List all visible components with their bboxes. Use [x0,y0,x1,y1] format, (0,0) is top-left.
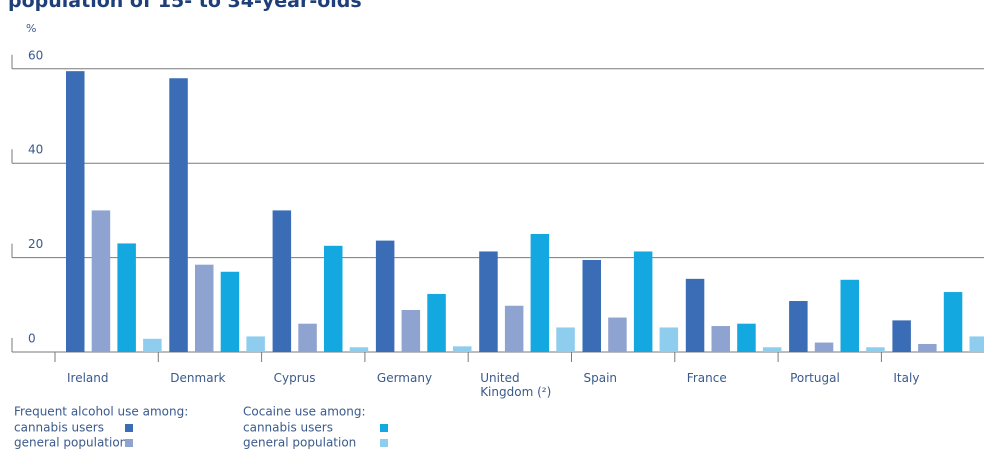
bar [246,336,265,352]
x-tick-label: United Kingdom (²) [480,371,552,399]
bar [479,251,498,352]
bar [789,301,808,352]
bar [324,245,343,352]
bar [91,210,111,352]
y-unit: % [26,22,36,35]
y-tick-label: 0 [28,332,36,346]
bar [814,342,834,352]
x-tick-label: Germany [376,371,433,385]
legend-swatch [380,439,388,447]
legend-swatch [125,439,133,447]
bar [582,259,601,352]
bar [556,327,575,352]
bar [272,210,292,352]
bar [195,264,214,352]
bar [633,251,653,352]
bar [117,243,136,352]
legend-swatch [125,424,133,432]
bar [711,326,730,352]
chart-title: population of 15- to 34-year-olds [8,0,362,12]
bar [762,347,782,352]
x-tick-label: Italy [893,371,920,385]
bar [685,278,705,352]
bar [918,343,937,352]
bar [659,327,679,352]
bar [427,293,446,352]
x-tick-label: France [686,371,727,385]
bar [892,320,911,352]
x-tick-label: Cyprus [273,371,316,385]
legend-label: general population [14,436,127,450]
y-tick-label: 60 [28,48,43,62]
y-tick-label: 40 [28,143,43,157]
legend-label: cannabis users [14,421,104,435]
bar [401,309,421,352]
bar [298,323,317,352]
x-tick-label: Portugal [790,371,840,385]
bar [943,292,963,352]
legend-label: general population [243,436,356,450]
x-tick-label: Spain [583,371,618,385]
bar [969,336,984,352]
bar [220,271,240,352]
bar [608,317,627,352]
bar [453,346,472,352]
x-tick-label: Denmark [170,371,226,385]
bar [504,305,524,352]
bar [66,71,85,352]
bar [530,234,550,352]
x-tick-label: Ireland [67,371,109,385]
bar [840,279,859,352]
legend-label: cannabis users [243,421,333,435]
bar [349,347,369,352]
legend-title: Cocaine use among: [243,405,366,419]
bar [737,323,756,352]
bar [169,78,188,353]
bar [375,240,395,352]
y-tick-label: 20 [28,237,43,251]
bar [866,347,885,352]
legend-title: Frequent alcohol use among: [14,405,188,419]
bar [143,338,162,352]
legend-swatch [380,424,388,432]
